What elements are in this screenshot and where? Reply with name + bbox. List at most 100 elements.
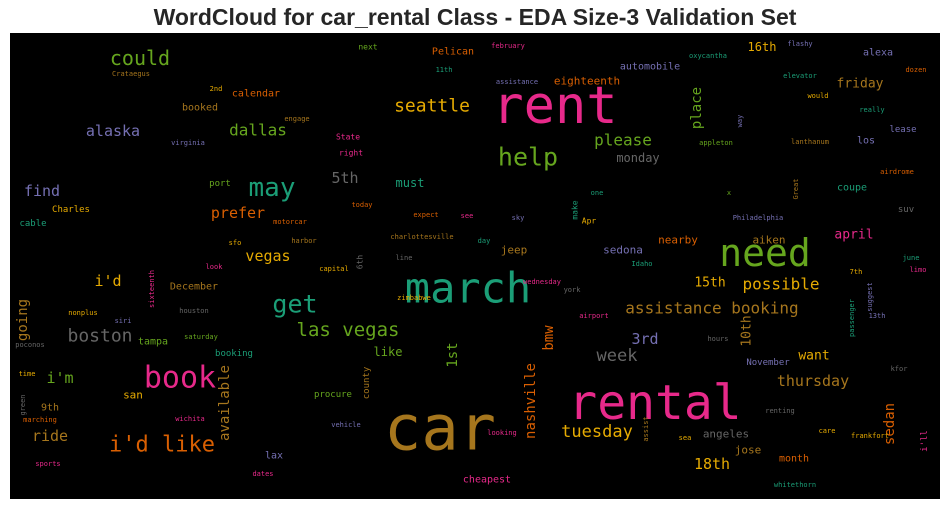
word-alaska: alaska	[86, 122, 140, 140]
word-vehicle: vehicle	[331, 421, 361, 429]
word-sedona: sedona	[603, 244, 643, 257]
word-aiken: aiken	[752, 234, 785, 247]
word-boston: boston	[67, 326, 132, 347]
word-18th: 18th	[694, 455, 730, 473]
word-x: x	[727, 189, 731, 197]
word-rent: rent	[492, 76, 617, 136]
word-oxycantha: oxycantha	[689, 52, 727, 60]
word-lease: lease	[889, 125, 916, 135]
word-zimbabwe: zimbabwe	[397, 294, 431, 302]
word-sky: sky	[512, 214, 525, 222]
word-book: book	[144, 361, 216, 396]
word-2nd: 2nd	[210, 85, 223, 93]
word-line: line	[396, 254, 413, 262]
word-10th: 10th	[740, 315, 755, 346]
word-want: want	[798, 349, 829, 364]
word-care: care	[819, 427, 836, 435]
word-march: march	[405, 264, 531, 313]
word-elevator: elevator	[783, 72, 817, 80]
word-whitethorn: whitethorn	[774, 481, 816, 489]
word-assist: assist	[642, 416, 650, 441]
word-engage: engage	[284, 115, 309, 123]
word-13th: 13th	[869, 312, 886, 320]
word-possible: possible	[742, 275, 819, 294]
word-going: going	[15, 299, 31, 341]
word-need: need	[719, 231, 811, 275]
word-wichita: wichita	[175, 415, 205, 423]
word-expect: expect	[413, 211, 438, 219]
word-saturday: saturday	[184, 333, 218, 341]
word-nashville: nashville	[523, 363, 539, 439]
word-i-ll: i'll	[920, 430, 930, 452]
word-tampa: tampa	[138, 337, 168, 348]
word-tuesday: tuesday	[561, 422, 633, 442]
word-virginia: virginia	[171, 139, 205, 147]
word-way: way	[736, 115, 744, 128]
word-i-m: i'm	[46, 369, 73, 387]
word-dates: dates	[252, 470, 273, 478]
word-april: april	[834, 228, 873, 243]
word-sports: sports	[35, 460, 60, 468]
word-february: february	[491, 42, 525, 50]
word-marching: marching	[23, 416, 57, 424]
chart-title: WordCloud for car_rental Class - EDA Siz…	[153, 4, 797, 30]
word-june: june	[903, 254, 920, 262]
word-harbor: harbor	[291, 237, 316, 245]
word-looking: looking	[487, 429, 517, 437]
word-eighteenth: eighteenth	[554, 75, 620, 88]
word-dallas: dallas	[229, 121, 287, 140]
word-find: find	[24, 182, 60, 200]
word-assistance: assistance	[496, 78, 538, 86]
word-really: really	[859, 106, 884, 114]
word-appleton: appleton	[699, 139, 733, 147]
word-get: get	[272, 290, 317, 319]
word-suv: suv	[898, 205, 914, 215]
word-look: look	[206, 263, 224, 271]
word-one: one	[591, 189, 604, 197]
word-green: green	[19, 394, 27, 415]
word-airport: airport	[579, 312, 609, 320]
word-place: place	[689, 87, 705, 129]
word-great: Great	[792, 178, 800, 199]
word-assistance-booking: assistance booking	[625, 299, 798, 318]
word-3rd: 3rd	[631, 330, 658, 348]
word-december: December	[170, 282, 218, 293]
word-sfo: sfo	[229, 239, 242, 247]
word-i-d: i'd	[94, 272, 121, 290]
word-i-d-like: i'd like	[109, 433, 215, 458]
word-week: week	[597, 346, 638, 366]
word-lanthanum: lanthanum	[791, 138, 829, 146]
word-vegas: vegas	[245, 247, 290, 265]
word-could: could	[110, 46, 170, 70]
word-time: time	[19, 370, 36, 378]
word-calendar: calendar	[232, 89, 280, 100]
word-layer: car rent rental march need book may get help i'd …	[15, 40, 930, 489]
word-angeles: angeles	[703, 428, 749, 441]
word-make: make	[571, 200, 580, 219]
word-alexa: alexa	[863, 48, 893, 59]
word-sedan: sedan	[882, 403, 898, 445]
word-6th: 6th	[356, 255, 365, 270]
word-cable: cable	[19, 219, 46, 229]
word-siri: siri	[115, 317, 132, 325]
word-york: york	[564, 286, 582, 294]
word-7th: 7th	[850, 268, 863, 276]
word-cheapest: cheapest	[463, 475, 511, 486]
word-houston: houston	[179, 307, 209, 315]
word-available: available	[217, 365, 233, 441]
word-1st: 1st	[445, 342, 461, 367]
word-booking: booking	[215, 349, 253, 359]
word-sea: sea	[679, 434, 692, 442]
word-november: November	[746, 358, 790, 368]
word-airdrome: airdrome	[880, 168, 914, 176]
word-state: State	[336, 133, 360, 142]
word-month: month	[779, 454, 809, 465]
word-must: must	[396, 176, 425, 190]
word-coupe: coupe	[837, 183, 867, 194]
word-car: car	[384, 392, 496, 465]
word-friday: friday	[837, 77, 884, 92]
word-monday: monday	[616, 151, 659, 165]
word-nonplus: nonplus	[68, 309, 98, 317]
word-limo: limo	[910, 266, 927, 274]
word-please: please	[594, 131, 652, 150]
